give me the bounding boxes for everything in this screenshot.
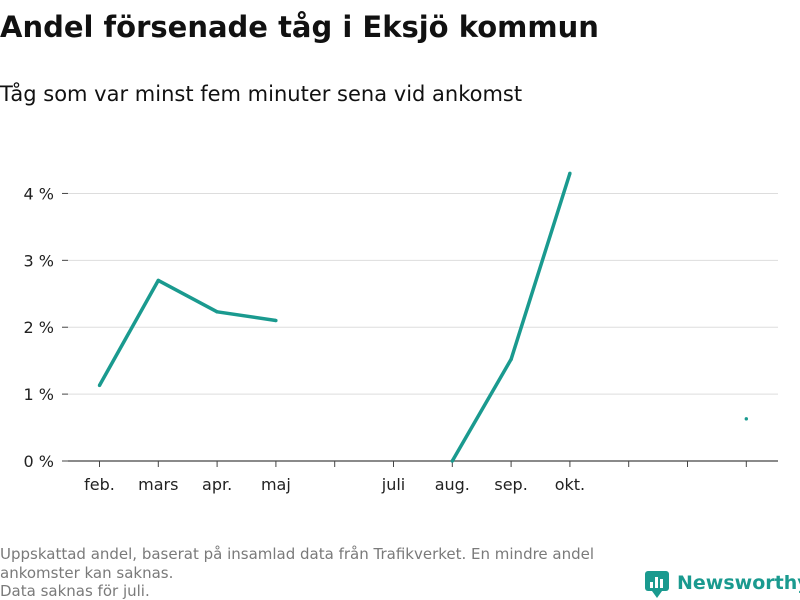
x-tick-label: mars xyxy=(138,475,178,494)
newsworthy-logo-icon xyxy=(645,571,669,598)
x-tick-label: feb. xyxy=(84,475,115,494)
y-tick-label: 2 % xyxy=(24,318,54,337)
x-tick-label: sep. xyxy=(494,475,527,494)
footnote-line-2: ankomster kan saknas. xyxy=(0,564,173,582)
footnote-line-3: Data saknas för juli. xyxy=(0,582,150,600)
x-tick-label: maj xyxy=(261,475,291,494)
x-tick-label: apr. xyxy=(202,475,232,494)
x-tick-label: aug. xyxy=(435,475,470,494)
grid xyxy=(68,192,778,395)
data-point xyxy=(450,459,454,463)
data-point xyxy=(215,310,219,314)
y-tick-label: 3 % xyxy=(24,251,54,270)
data-point xyxy=(274,318,278,323)
data-point xyxy=(97,383,102,388)
data-point xyxy=(568,171,572,176)
data-point xyxy=(509,357,513,362)
series-line xyxy=(100,173,747,461)
brand-name: Newsworthy xyxy=(677,572,800,594)
y-tick-label: 4 % xyxy=(24,184,54,203)
footnote-line-1: Uppskattad andel, baserat på insamlad da… xyxy=(0,545,594,563)
y-tick-label: 0 % xyxy=(24,452,54,471)
x-tick-label: juli xyxy=(381,475,405,494)
x-axis: feb. mars apr. maj juli aug. sep. okt. xyxy=(84,461,747,494)
data-point xyxy=(744,417,748,421)
x-tick-label: okt. xyxy=(555,475,585,494)
chart-subtitle: Tåg som var minst fem minuter sena vid a… xyxy=(0,81,522,106)
y-tick-label: 1 % xyxy=(24,385,54,404)
chart-title: Andel försenade tåg i Eksjö kommun xyxy=(0,10,599,44)
data-point xyxy=(156,278,160,283)
series xyxy=(98,172,748,463)
y-axis: 0 % 1 % 2 % 3 % 4 % xyxy=(24,184,68,471)
